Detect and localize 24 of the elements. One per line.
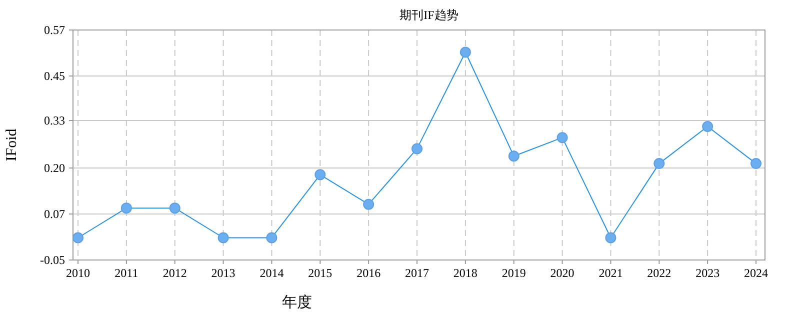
x-tick-label: 2024 [744, 266, 768, 280]
x-tick-label: 2018 [453, 266, 478, 280]
x-tick-label: 2021 [598, 266, 623, 280]
y-tick-label: 0.57 [44, 23, 65, 37]
x-tick-label: 2019 [502, 266, 526, 280]
y-tick-label: -0.05 [40, 253, 65, 267]
y-tick-label: 0.20 [44, 161, 65, 175]
x-axis-title: 年度 [282, 294, 312, 311]
y-tick-label: 0.33 [44, 114, 65, 128]
x-tick-label: 2016 [356, 266, 381, 280]
x-tick-label: 2010 [66, 266, 90, 280]
y-axis-title: IFoid [4, 128, 20, 162]
x-tick-label: 2013 [211, 266, 236, 280]
y-tick-label: 0.45 [44, 69, 65, 83]
x-tick-label: 2023 [696, 266, 720, 280]
chart-title: 期刊IF趋势 [400, 8, 458, 22]
x-tick-label: 2022 [647, 266, 672, 280]
y-tick-label: 0.07 [44, 207, 65, 221]
x-tick-label: 2020 [550, 266, 574, 280]
x-tick-label: 2011 [114, 266, 138, 280]
x-tick-label: 2012 [162, 266, 187, 280]
x-tick-label: 2015 [308, 266, 332, 280]
x-tick-label: 2014 [260, 266, 284, 280]
x-tick-label: 2017 [405, 266, 429, 280]
